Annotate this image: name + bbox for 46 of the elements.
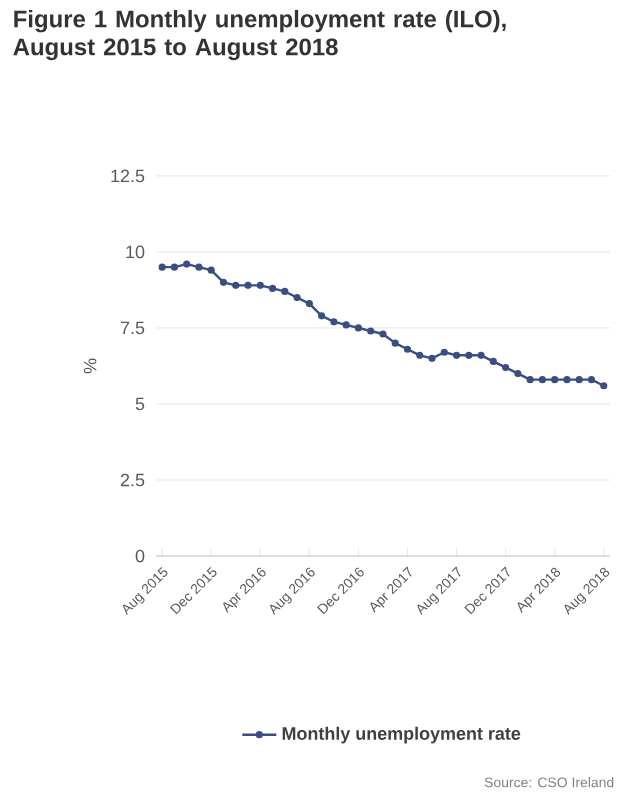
point xyxy=(599,382,608,390)
point xyxy=(514,369,522,378)
point xyxy=(538,376,546,384)
point xyxy=(489,357,497,365)
point xyxy=(219,278,227,286)
point xyxy=(575,376,583,384)
point xyxy=(317,312,325,320)
point xyxy=(293,293,301,302)
y-tick-label: 5 xyxy=(135,397,144,411)
y-tick-label: 10 xyxy=(126,245,145,259)
point xyxy=(268,284,276,293)
point xyxy=(280,287,289,296)
point xyxy=(440,348,448,356)
y-tick-label: 7.5 xyxy=(120,321,144,335)
point xyxy=(330,318,338,326)
point xyxy=(182,260,191,268)
point xyxy=(477,351,485,359)
legend-label: Monthly unemployment rate xyxy=(282,726,520,744)
point xyxy=(379,330,387,338)
y-tick-label: 12.5 xyxy=(111,169,144,183)
point xyxy=(170,263,178,271)
point xyxy=(231,281,240,289)
point xyxy=(256,281,264,289)
point xyxy=(354,324,362,332)
point xyxy=(244,281,252,289)
point xyxy=(207,266,215,274)
point xyxy=(563,376,571,384)
point xyxy=(305,300,313,308)
point xyxy=(195,263,203,271)
point xyxy=(366,327,375,335)
point xyxy=(391,339,399,347)
point xyxy=(501,363,509,372)
point xyxy=(526,376,534,384)
y-tick-label: 2.5 xyxy=(120,473,144,487)
point xyxy=(415,351,424,359)
point xyxy=(550,376,559,384)
point xyxy=(452,351,460,359)
point xyxy=(158,263,166,271)
point xyxy=(403,345,411,353)
point xyxy=(342,321,350,329)
point xyxy=(464,351,473,359)
y-axis-title: % xyxy=(83,358,97,374)
point xyxy=(587,376,595,384)
point xyxy=(428,354,436,362)
chart-title: Figure 1 Monthly unemployment rate (ILO), August 2015 to August 2018 xyxy=(13,9,506,61)
y-tick-label: 0 xyxy=(135,549,145,563)
